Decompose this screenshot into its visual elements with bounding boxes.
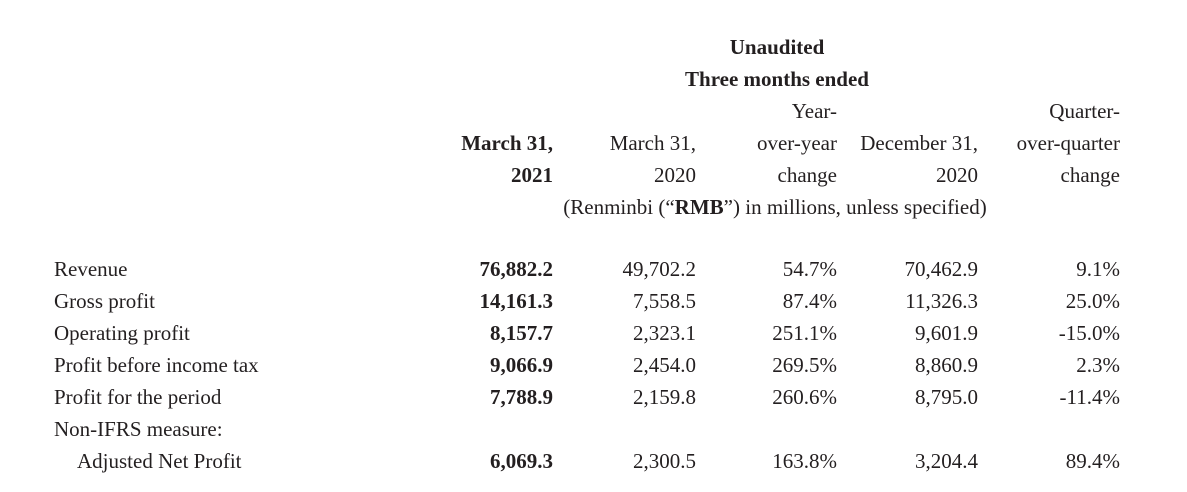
col1-header-line2: 2021 [511, 163, 553, 187]
row-label: Operating profit [54, 321, 190, 345]
table-cell: 8,860.9 [915, 353, 978, 377]
table-cell: 11,326.3 [905, 289, 978, 313]
table-cell: 8,795.0 [915, 385, 978, 409]
table-cell: 2,159.8 [633, 385, 696, 409]
row-label: Profit for the period [54, 385, 222, 409]
col4-header-line2: 2020 [936, 163, 978, 187]
units-suffix: ”) in millions, unless specified) [723, 195, 987, 219]
table-cell: 269.5% [772, 353, 837, 377]
table-cell: 2,454.0 [633, 353, 696, 377]
header-three-months-ended: Three months ended [685, 67, 869, 91]
table-cell: 14,161.3 [479, 289, 554, 313]
table-cell: 9,601.9 [915, 321, 978, 345]
col3-header-line3: change [777, 163, 837, 187]
table-cell: 2,323.1 [633, 321, 696, 345]
row-label: Profit before income tax [54, 353, 259, 377]
row-label: Adjusted Net Profit [77, 449, 242, 473]
table-cell: 54.7% [782, 257, 837, 281]
table-cell: 89.4% [1065, 449, 1120, 473]
col5-header-line2: over-quarter [1016, 131, 1120, 155]
table-cell: 70,462.9 [904, 257, 979, 281]
table-cell: 9.1% [1076, 257, 1120, 281]
header-unaudited: Unaudited [729, 35, 825, 59]
table-cell: 8,157.7 [490, 321, 553, 345]
table-cell: 7,788.9 [490, 385, 553, 409]
col1-header-line1: March 31, [461, 131, 553, 155]
row-label: Gross profit [54, 289, 155, 313]
table-cell: 6,069.3 [490, 449, 553, 473]
table-cell: 9,066.9 [490, 353, 553, 377]
table-cell: 3,204.4 [915, 449, 978, 473]
table-cell: 7,558.5 [633, 289, 696, 313]
row-label: Revenue [54, 257, 128, 281]
table-cell: 87.4% [782, 289, 837, 313]
col3-header-line2: over-year [756, 131, 837, 155]
table-cell: 49,702.2 [622, 257, 697, 281]
row-label: Non-IFRS measure: [54, 417, 223, 441]
units-note: (Renminbi (“RMB”) in millions, unless sp… [563, 194, 986, 220]
col3-header-line1: Year- [791, 99, 837, 123]
col2-header-line1: March 31, [609, 131, 696, 155]
table-cell: 76,882.2 [479, 257, 554, 281]
table-cell: 260.6% [772, 385, 837, 409]
table-cell: -15.0% [1058, 321, 1120, 345]
table-cell: 251.1% [772, 321, 837, 345]
col2-header-line2: 2020 [654, 163, 696, 187]
units-currency: RMB [674, 195, 724, 219]
col5-header-line3: change [1060, 163, 1120, 187]
units-prefix: (Renminbi (“ [563, 195, 675, 219]
table-cell: 163.8% [772, 449, 837, 473]
table-cell: 2.3% [1076, 353, 1120, 377]
col4-header-line1: December 31, [860, 131, 978, 155]
table-cell: 2,300.5 [633, 449, 696, 473]
col5-header-line1: Quarter- [1049, 99, 1120, 123]
table-cell: -11.4% [1059, 385, 1120, 409]
table-cell: 25.0% [1065, 289, 1120, 313]
